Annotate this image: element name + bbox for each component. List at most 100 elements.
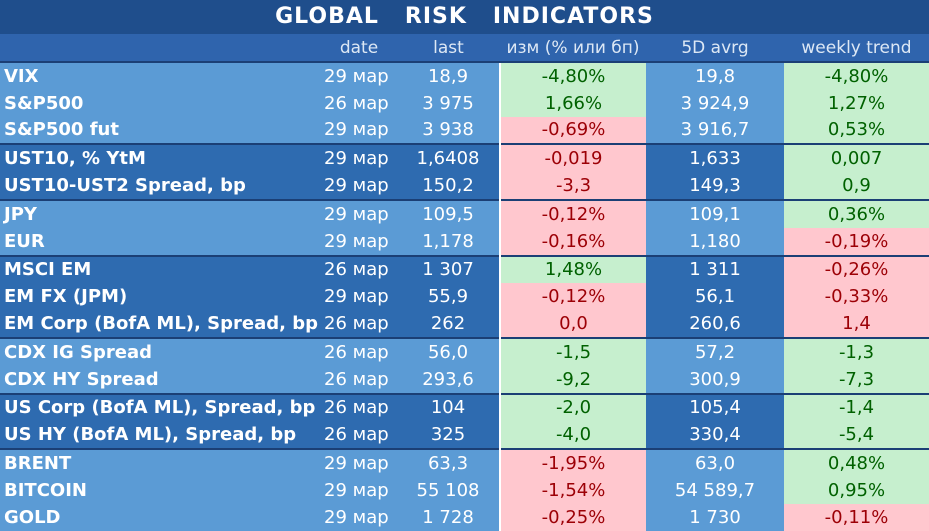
- row-name: MSCI EM: [0, 254, 321, 284]
- row-date: 29 мар: [321, 503, 397, 531]
- row-5d-avg: 3 916,7: [646, 116, 784, 145]
- row-name: S&P500: [0, 89, 321, 117]
- row-weekly-trend: 0,007: [784, 143, 929, 173]
- header-5d-avg: 5D avrg: [646, 34, 784, 62]
- row-weekly-trend: -0,19%: [784, 227, 929, 256]
- row-change: 0,0: [499, 310, 646, 338]
- row-name: BRENT: [0, 448, 321, 477]
- row-weekly-trend: 0,9: [784, 172, 929, 200]
- header-change: изм (% или бп): [500, 34, 646, 62]
- row-weekly-trend: 1,27%: [784, 89, 929, 117]
- row-5d-avg: 3 924,9: [646, 89, 784, 117]
- row-weekly-trend: 1,4: [784, 310, 929, 338]
- row-weekly-trend: -0,26%: [784, 254, 929, 284]
- risk-indicators-table: date last изм (% или бп) 5D avrg weekly …: [0, 34, 929, 531]
- table-row: VIX 29 мар 18,9 -4,80% 19,8 -4,80%: [0, 61, 929, 90]
- row-change: 1,48%: [499, 254, 646, 284]
- row-5d-avg: 109,1: [646, 198, 784, 228]
- row-5d-avg: 1 311: [646, 254, 784, 284]
- row-5d-avg: 1,633: [646, 143, 784, 173]
- row-name: EM Corp (BofA ML), Spread, bp: [0, 310, 321, 338]
- row-name: US Corp (BofA ML), Spread, bp: [0, 392, 321, 422]
- row-change: -3,3: [499, 172, 646, 200]
- row-last: 55,9: [397, 283, 500, 311]
- row-weekly-trend: 0,95%: [784, 476, 929, 504]
- row-last: 262: [397, 310, 500, 338]
- table-row: S&P500 fut 29 мар 3 938 -0,69% 3 916,7 0,53%: [0, 116, 929, 145]
- row-last: 18,9: [397, 61, 500, 90]
- row-date: 29 мар: [321, 227, 397, 256]
- row-last: 150,2: [397, 172, 500, 200]
- row-change: -0,25%: [499, 503, 646, 531]
- table-row: CDX HY Spread 26 мар 293,6 -9,2 300,9 -7,3: [0, 365, 929, 394]
- row-date: 29 мар: [321, 143, 397, 173]
- row-change: -2,0: [499, 392, 646, 422]
- row-last: 3 975: [397, 89, 500, 117]
- row-weekly-trend: -5,4: [784, 421, 929, 450]
- table-row: UST10, % YtM 29 мар 1,6408 -0,019 1,633 0,007: [0, 143, 929, 173]
- row-date: 26 мар: [321, 310, 397, 338]
- row-date: 26 мар: [321, 392, 397, 422]
- row-weekly-trend: -1,4: [784, 392, 929, 422]
- row-5d-avg: 260,6: [646, 310, 784, 338]
- row-name: US HY (BofA ML), Spread, bp: [0, 421, 321, 450]
- row-name: GOLD: [0, 503, 321, 531]
- table-row: US Corp (BofA ML), Spread, bp 26 мар 104 -2…: [0, 392, 929, 422]
- row-date: 29 мар: [321, 476, 397, 504]
- row-5d-avg: 300,9: [646, 365, 784, 394]
- row-name: VIX: [0, 61, 321, 90]
- row-name: UST10-UST2 Spread, bp: [0, 172, 321, 200]
- row-change: -1,54%: [499, 476, 646, 504]
- row-last: 3 938: [397, 116, 500, 145]
- row-date: 26 мар: [321, 254, 397, 284]
- row-date: 26 мар: [321, 421, 397, 450]
- row-date: 29 мар: [321, 448, 397, 477]
- row-change: -0,019: [499, 143, 646, 173]
- row-name: CDX HY Spread: [0, 365, 321, 394]
- row-weekly-trend: -0,11%: [784, 503, 929, 531]
- row-5d-avg: 330,4: [646, 421, 784, 450]
- row-5d-avg: 19,8: [646, 61, 784, 90]
- row-weekly-trend: -1,3: [784, 336, 929, 366]
- row-last: 55 108: [397, 476, 500, 504]
- header-last: last: [397, 34, 500, 62]
- table-row: BRENT 29 мар 63,3 -1,95% 63,0 0,48%: [0, 448, 929, 477]
- row-5d-avg: 1 730: [646, 503, 784, 531]
- header-date: date: [321, 34, 397, 62]
- header-weekly-trend: weekly trend: [784, 34, 929, 62]
- table-row: EM Corp (BofA ML), Spread, bp 26 мар 262 0,…: [0, 310, 929, 338]
- table-row: EM FX (JPM) 29 мар 55,9 -0,12% 56,1 -0,33%: [0, 283, 929, 311]
- row-change: -0,12%: [499, 198, 646, 228]
- table-row: MSCI EM 26 мар 1 307 1,48% 1 311 -0,26%: [0, 254, 929, 284]
- table-row: UST10-UST2 Spread, bp 29 мар 150,2 -3,3 149,…: [0, 172, 929, 200]
- row-name: EM FX (JPM): [0, 283, 321, 311]
- row-date: 29 мар: [321, 283, 397, 311]
- row-last: 293,6: [397, 365, 500, 394]
- row-last: 1 728: [397, 503, 500, 531]
- row-date: 26 мар: [321, 89, 397, 117]
- row-5d-avg: 149,3: [646, 172, 784, 200]
- row-last: 63,3: [397, 448, 500, 477]
- row-change: -1,95%: [499, 448, 646, 477]
- row-date: 29 мар: [321, 198, 397, 228]
- table-row: BITCOIN 29 мар 55 108 -1,54% 54 589,7 0,95%: [0, 476, 929, 504]
- row-5d-avg: 57,2: [646, 336, 784, 366]
- row-5d-avg: 1,180: [646, 227, 784, 256]
- header-row: date last изм (% или бп) 5D avrg weekly …: [0, 34, 929, 62]
- header-name: [0, 34, 321, 62]
- row-date: 26 мар: [321, 365, 397, 394]
- row-change: -0,12%: [499, 283, 646, 311]
- table-row: S&P500 26 мар 3 975 1,66% 3 924,9 1,27%: [0, 89, 929, 117]
- row-change: -0,16%: [499, 227, 646, 256]
- row-weekly-trend: 0,53%: [784, 116, 929, 145]
- row-weekly-trend: -7,3: [784, 365, 929, 394]
- row-5d-avg: 63,0: [646, 448, 784, 477]
- row-change: -4,80%: [499, 61, 646, 90]
- row-change: -4,0: [499, 421, 646, 450]
- row-last: 325: [397, 421, 500, 450]
- row-name: CDX IG Spread: [0, 336, 321, 366]
- row-date: 29 мар: [321, 172, 397, 200]
- row-last: 1,178: [397, 227, 500, 256]
- row-change: -0,69%: [499, 116, 646, 145]
- table-row: JPY 29 мар 109,5 -0,12% 109,1 0,36%: [0, 198, 929, 228]
